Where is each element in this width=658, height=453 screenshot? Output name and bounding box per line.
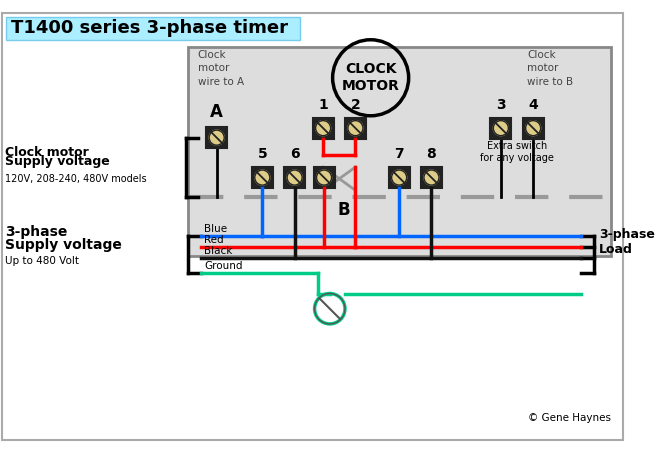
Text: 5: 5 xyxy=(257,147,267,161)
FancyBboxPatch shape xyxy=(2,13,623,440)
Circle shape xyxy=(255,170,270,185)
FancyBboxPatch shape xyxy=(389,167,409,188)
Circle shape xyxy=(287,170,302,185)
Circle shape xyxy=(392,170,407,185)
FancyBboxPatch shape xyxy=(522,118,544,139)
Text: 3-phase: 3-phase xyxy=(5,225,67,239)
FancyBboxPatch shape xyxy=(188,48,611,256)
Circle shape xyxy=(424,170,439,185)
Text: Up to 480 Volt: Up to 480 Volt xyxy=(5,256,79,266)
FancyBboxPatch shape xyxy=(252,167,273,188)
Text: Supply voltage: Supply voltage xyxy=(5,155,109,168)
Circle shape xyxy=(316,120,331,135)
Text: T1400 series 3-phase timer: T1400 series 3-phase timer xyxy=(11,19,288,37)
Circle shape xyxy=(209,130,224,145)
Circle shape xyxy=(526,120,541,135)
Text: 8: 8 xyxy=(426,147,436,161)
Text: Clock
motor
wire to B: Clock motor wire to B xyxy=(528,50,574,87)
Text: 6: 6 xyxy=(290,147,299,161)
Text: B: B xyxy=(338,201,350,219)
Text: 120V, 208-240, 480V models: 120V, 208-240, 480V models xyxy=(5,174,146,184)
FancyBboxPatch shape xyxy=(6,17,300,40)
Text: Red: Red xyxy=(205,235,224,245)
FancyBboxPatch shape xyxy=(345,118,366,139)
Text: 4: 4 xyxy=(528,98,538,112)
Text: Blue: Blue xyxy=(205,224,228,234)
Text: Black: Black xyxy=(205,246,233,256)
Text: 7: 7 xyxy=(394,147,404,161)
FancyBboxPatch shape xyxy=(206,127,227,148)
FancyBboxPatch shape xyxy=(313,118,334,139)
Text: Extra switch
for any voltage: Extra switch for any voltage xyxy=(480,141,554,163)
Text: 1: 1 xyxy=(318,98,328,112)
Text: Ground: Ground xyxy=(205,260,243,271)
Circle shape xyxy=(316,170,332,185)
FancyBboxPatch shape xyxy=(314,167,334,188)
Text: Clock motor: Clock motor xyxy=(5,145,89,159)
Text: 3: 3 xyxy=(496,98,505,112)
Circle shape xyxy=(494,120,509,135)
FancyBboxPatch shape xyxy=(490,118,511,139)
Text: MOTOR: MOTOR xyxy=(342,79,399,93)
Text: CLOCK: CLOCK xyxy=(345,62,396,76)
Text: © Gene Haynes: © Gene Haynes xyxy=(528,413,611,423)
FancyBboxPatch shape xyxy=(421,167,442,188)
Text: Supply voltage: Supply voltage xyxy=(5,238,122,252)
Text: 3-phase
Load: 3-phase Load xyxy=(599,228,655,256)
Circle shape xyxy=(348,120,363,135)
Text: A: A xyxy=(211,103,223,121)
FancyBboxPatch shape xyxy=(284,167,305,188)
Text: Clock
motor
wire to A: Clock motor wire to A xyxy=(197,50,244,87)
Text: 2: 2 xyxy=(351,98,361,112)
